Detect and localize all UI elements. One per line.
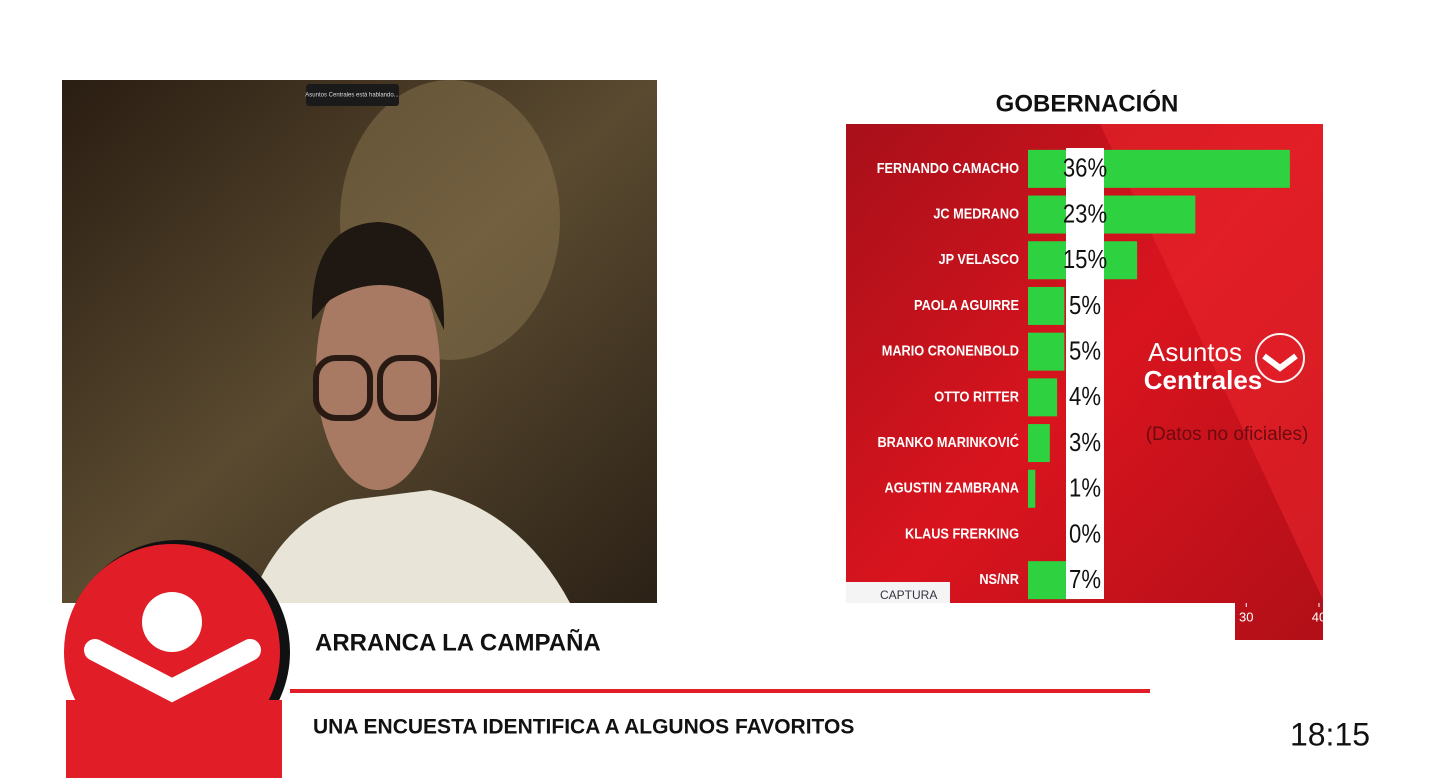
value-label: 0% (1069, 520, 1101, 549)
bar (1028, 469, 1036, 508)
label-strip (1066, 148, 1104, 599)
category-label: NS/NR (979, 570, 1019, 587)
brand-icon (1255, 333, 1305, 383)
brand-icon-mark (1262, 353, 1298, 372)
caption-box (306, 84, 399, 106)
video-caption: Asuntos Centrales está hablando... (305, 93, 399, 99)
glasses (313, 355, 373, 421)
hair (311, 222, 445, 330)
bar (1028, 424, 1050, 463)
logo-book (84, 639, 261, 703)
category-label: JC MEDRANO (933, 204, 1019, 221)
face (316, 250, 440, 490)
disclaimer: (Datos no oficiales) (1146, 424, 1309, 445)
category-label: MARIO CRONENBOLD (882, 342, 1019, 359)
logo-head (142, 592, 202, 652)
source-box (846, 582, 950, 603)
bar (1028, 378, 1058, 417)
category-label: AGUSTIN ZAMBRANA (885, 479, 1019, 496)
bar (1028, 286, 1065, 325)
value-label: 5% (1069, 291, 1101, 320)
value-label: 15% (1063, 245, 1107, 274)
bar (1028, 195, 1196, 234)
bar (1028, 332, 1065, 371)
category-label: KLAUS FRERKING (905, 524, 1019, 541)
source: CAPTURA (880, 588, 937, 602)
glasses (377, 355, 437, 421)
logo-base (66, 700, 282, 778)
chart: FERNANDO CAMACHO JC MEDRANO JP VELASCO PAOL… (877, 148, 1326, 624)
category-label: PAOLA AGUIRRE (914, 296, 1019, 313)
value-label: 5% (1069, 337, 1101, 366)
value-label: 36% (1063, 154, 1107, 183)
headline: ARRANCA LA CAMPAÑA (315, 628, 601, 656)
category-label: OTTO RITTER (934, 387, 1019, 404)
brand-line: Centrales (1144, 365, 1263, 395)
category-label: BRANKO MARINKOVIĆ (877, 432, 1019, 450)
subheadline: UNA ENCUESTA IDENTIFICA A ALGUNOS FAVORI… (313, 716, 854, 739)
clock: 18:15 (1290, 716, 1370, 752)
value-label: 23% (1063, 200, 1107, 229)
category-label: FERNANDO CAMACHO (877, 159, 1019, 176)
category-label: JP VELASCO (939, 250, 1020, 267)
x-tick-label: 40 (1312, 609, 1326, 624)
value-label: 7% (1069, 565, 1101, 594)
value-label: 3% (1069, 428, 1101, 457)
panel-stripe (1100, 124, 1323, 600)
value-label: 1% (1069, 474, 1101, 503)
chart-title: GOBERNACIÓN (996, 89, 1179, 117)
x-tick-label: 30 (1239, 609, 1253, 624)
brand-line: Asuntos (1148, 337, 1242, 367)
shirt (250, 490, 570, 603)
divider (290, 689, 1150, 693)
value-label: 4% (1069, 383, 1101, 412)
